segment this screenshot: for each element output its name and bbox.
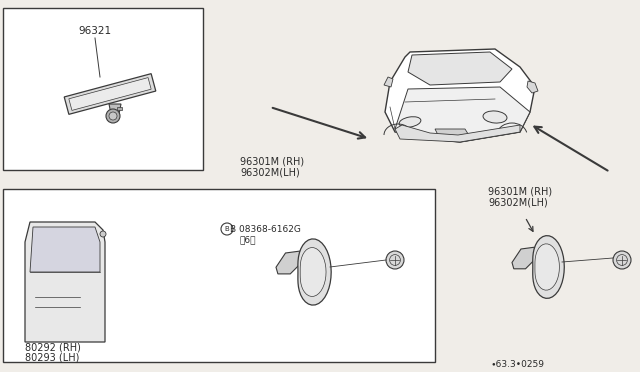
Circle shape xyxy=(106,109,120,123)
Ellipse shape xyxy=(399,117,421,127)
Text: B: B xyxy=(225,226,229,232)
Text: 96302M(LH): 96302M(LH) xyxy=(240,167,300,177)
Bar xyxy=(117,107,122,110)
Ellipse shape xyxy=(483,111,507,123)
Text: 96302M(LH): 96302M(LH) xyxy=(488,197,548,207)
Text: 96321: 96321 xyxy=(79,26,111,36)
Polygon shape xyxy=(384,77,393,87)
Polygon shape xyxy=(395,87,530,142)
Text: ∙63.3•0259: ∙63.3•0259 xyxy=(490,360,544,369)
Polygon shape xyxy=(385,49,535,142)
Polygon shape xyxy=(408,52,512,85)
Polygon shape xyxy=(527,81,538,93)
Polygon shape xyxy=(300,248,326,296)
Polygon shape xyxy=(276,251,300,274)
Bar xyxy=(3,189,435,362)
Circle shape xyxy=(386,251,404,269)
Circle shape xyxy=(109,112,117,120)
Text: 96301M (RH): 96301M (RH) xyxy=(240,156,304,166)
Circle shape xyxy=(613,251,631,269)
Polygon shape xyxy=(435,129,470,139)
Polygon shape xyxy=(109,104,121,114)
Polygon shape xyxy=(298,239,331,305)
Polygon shape xyxy=(30,227,100,272)
Polygon shape xyxy=(64,74,156,114)
Text: B 08368-6162G: B 08368-6162G xyxy=(230,225,301,234)
Text: （6）: （6） xyxy=(240,235,257,244)
Text: 96301M (RH): 96301M (RH) xyxy=(488,186,552,196)
Polygon shape xyxy=(395,125,520,142)
Bar xyxy=(3,8,203,170)
Circle shape xyxy=(100,231,106,237)
Polygon shape xyxy=(69,78,151,110)
Polygon shape xyxy=(532,236,564,298)
Text: 80293 (LH): 80293 (LH) xyxy=(25,352,79,362)
Text: 80292 (RH): 80292 (RH) xyxy=(25,342,81,352)
Polygon shape xyxy=(25,222,105,342)
Polygon shape xyxy=(512,247,534,269)
Polygon shape xyxy=(535,244,559,290)
